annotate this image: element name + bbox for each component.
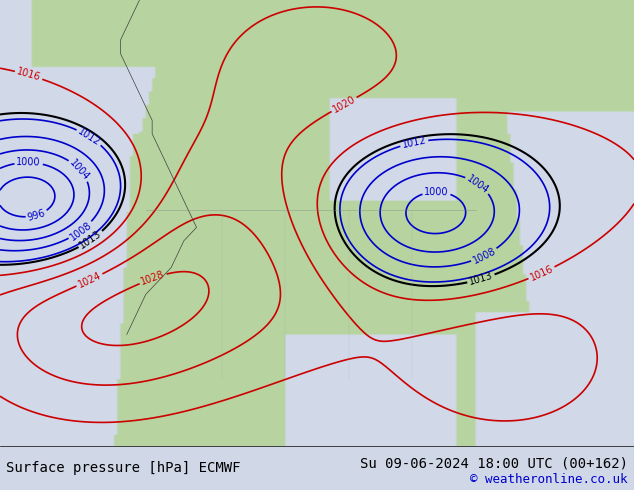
Text: 1012: 1012 [76,126,102,147]
Text: 1013: 1013 [468,270,495,287]
Text: 1004: 1004 [68,157,91,182]
Text: 1028: 1028 [139,270,166,287]
Text: © weatheronline.co.uk: © weatheronline.co.uk [470,472,628,486]
Text: 1012: 1012 [401,135,427,150]
Text: 996: 996 [27,208,47,222]
Text: 1000: 1000 [16,157,41,168]
Text: 1013: 1013 [78,229,104,251]
Text: 1004: 1004 [465,173,491,196]
Text: 1008: 1008 [471,245,498,266]
Text: 1000: 1000 [424,187,449,197]
Text: Surface pressure [hPa] ECMWF: Surface pressure [hPa] ECMWF [6,462,241,475]
Text: 1008: 1008 [68,220,94,242]
Text: 1020: 1020 [331,94,358,115]
Text: 1016: 1016 [15,67,42,83]
Text: 1024: 1024 [76,270,103,290]
Text: 1016: 1016 [528,263,555,283]
Text: Su 09-06-2024 18:00 UTC (00+162): Su 09-06-2024 18:00 UTC (00+162) [359,457,628,471]
